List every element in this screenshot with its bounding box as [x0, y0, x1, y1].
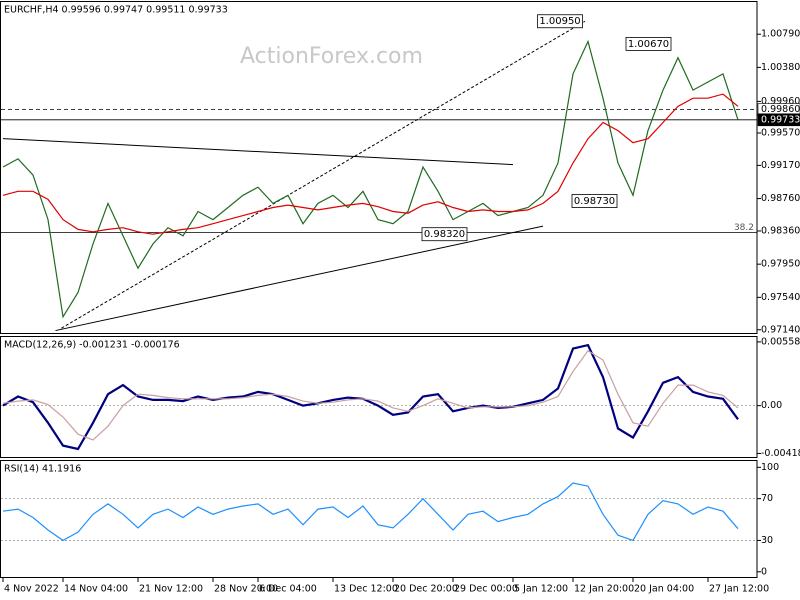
- y-tick-label: 0.97140: [761, 324, 800, 335]
- x-tick-label: 20 Jan 04:00: [634, 584, 694, 595]
- panel-title: MACD(12,26,9) -0.001231 -0.000176: [4, 340, 180, 351]
- price-tag-label: 0.99860: [761, 104, 800, 115]
- panel-frame: [0, 336, 758, 458]
- y-tick-label: 1.00790: [761, 29, 800, 40]
- panel-frame: [0, 1, 758, 334]
- price-tag: [757, 113, 800, 127]
- annotation-box: [625, 37, 672, 51]
- y-tick-label: 1.00380: [761, 62, 800, 73]
- annotation-label: 1.00950: [539, 16, 580, 27]
- x-tick-label: 27 Jan 12:00: [709, 584, 769, 595]
- y-tick-label: 0: [761, 566, 767, 577]
- watermark: ActionForex.com: [240, 44, 423, 69]
- annotation-label: 1.00670: [628, 39, 669, 50]
- x-tick-label: 29 Dec 00:00: [454, 584, 518, 595]
- panel-title: RSI(14) 41.1916: [4, 464, 81, 475]
- y-tick-label: 100: [761, 462, 779, 473]
- panel-title: EURCHF,H4 0.99596 0.99747 0.99511 0.9973…: [4, 5, 228, 16]
- x-tick-label: 5 Jan 12:00: [514, 584, 568, 595]
- annotation-box: [571, 194, 618, 208]
- y-tick-label: 70: [761, 493, 773, 504]
- fib-label: 38.2: [734, 223, 754, 233]
- y-tick-label: 0.98360: [761, 225, 800, 236]
- panel-frame: [0, 460, 758, 578]
- y-tick-label: 0.99960: [761, 96, 800, 107]
- series-line: [2, 343, 739, 451]
- x-tick-label: 14 Nov 04:00: [64, 584, 128, 595]
- series-line: [2, 482, 739, 542]
- annotation-box: [421, 227, 468, 242]
- annotation-label: 0.98320: [424, 229, 465, 240]
- series-line: [2, 349, 739, 441]
- annotation-label: 0.98730: [574, 196, 615, 207]
- price-tag-label: 0.99733: [761, 114, 800, 125]
- trendline: [55, 225, 544, 332]
- x-tick-label: 4 Nov 2022: [4, 584, 59, 595]
- series-line: [2, 93, 739, 235]
- series-line: [2, 39, 739, 319]
- trendline: [61, 20, 586, 329]
- x-tick-label: 12 Jan 20:00: [574, 584, 634, 595]
- x-tick-label: 20 Dec 20:00: [394, 584, 458, 595]
- x-tick-label: 6 Dec 04:00: [259, 584, 317, 595]
- trendline: [2, 138, 514, 166]
- x-tick-label: 28 Nov 20:00: [214, 584, 278, 595]
- y-tick-label: 0.97950: [761, 259, 800, 270]
- header-bg: [2, 3, 230, 15]
- x-tick-label: 21 Nov 12:00: [139, 584, 203, 595]
- header-bg: [2, 462, 84, 474]
- y-tick-label: 0.00: [761, 400, 782, 411]
- annotation-box: [537, 14, 583, 29]
- y-tick-label: 30: [761, 535, 773, 546]
- x-tick-label: 13 Dec 12:00: [334, 584, 398, 595]
- y-tick-label: 0.99170: [761, 160, 800, 171]
- y-tick-label: 0.98760: [761, 193, 800, 204]
- y-tick-label: 0.97540: [761, 292, 800, 303]
- y-tick-label: 0.005582: [761, 336, 800, 347]
- y-tick-label: 0.99570: [761, 127, 800, 138]
- y-tick-label: -0.004188: [761, 448, 800, 459]
- header-bg: [2, 338, 182, 350]
